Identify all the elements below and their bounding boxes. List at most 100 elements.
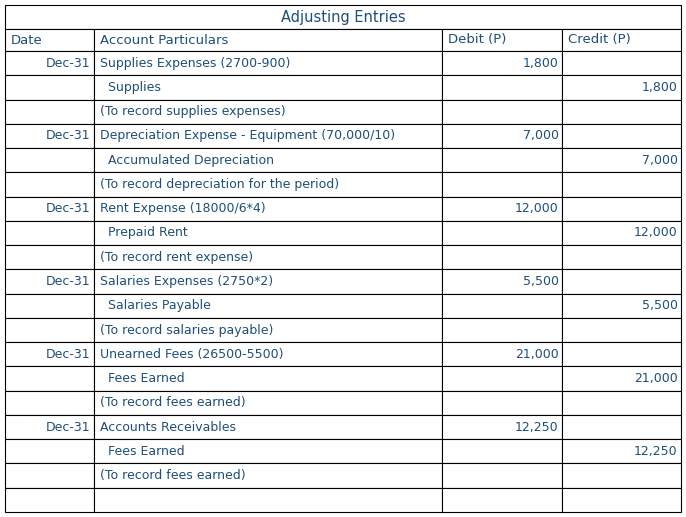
Bar (5, 124, 94, 148)
Text: (To record fees earned): (To record fees earned) (99, 397, 246, 409)
Bar (442, 415, 562, 439)
Bar (562, 51, 681, 75)
Bar (562, 29, 681, 51)
Bar (562, 245, 681, 269)
Bar (442, 51, 562, 75)
Bar (5, 29, 94, 51)
Bar (442, 196, 562, 221)
Text: 21,000: 21,000 (634, 372, 678, 385)
Text: Depreciation Expense - Equipment (70,000/10): Depreciation Expense - Equipment (70,000… (99, 129, 395, 142)
Text: 12,250: 12,250 (634, 445, 678, 458)
Bar (94, 342, 442, 367)
Bar (442, 439, 562, 463)
Bar (94, 148, 442, 172)
Bar (562, 415, 681, 439)
Bar (94, 196, 442, 221)
Bar (442, 148, 562, 172)
Bar (442, 100, 562, 124)
Bar (442, 318, 562, 342)
Text: Account Particulars: Account Particulars (99, 34, 228, 47)
Bar (94, 269, 442, 294)
Bar (94, 75, 442, 100)
Text: (To record depreciation for the period): (To record depreciation for the period) (99, 178, 339, 191)
Text: Dec-31: Dec-31 (46, 348, 91, 361)
Bar (94, 124, 442, 148)
Text: Supplies: Supplies (99, 81, 161, 94)
Bar (94, 51, 442, 75)
Bar (5, 463, 94, 488)
Text: Rent Expense (18000/6*4): Rent Expense (18000/6*4) (99, 202, 265, 215)
Bar (562, 439, 681, 463)
Bar (5, 318, 94, 342)
Bar (562, 196, 681, 221)
Bar (562, 221, 681, 245)
Text: (To record fees earned): (To record fees earned) (99, 469, 246, 482)
Text: 1,800: 1,800 (641, 81, 678, 94)
Bar (442, 29, 562, 51)
Bar (5, 148, 94, 172)
Text: Fees Earned: Fees Earned (99, 372, 185, 385)
Bar (5, 439, 94, 463)
Bar (562, 294, 681, 318)
Bar (562, 463, 681, 488)
Text: Adjusting Entries: Adjusting Entries (281, 9, 405, 24)
Bar (5, 294, 94, 318)
Bar (442, 463, 562, 488)
Text: 5,500: 5,500 (641, 299, 678, 312)
Text: (To record supplies expenses): (To record supplies expenses) (99, 105, 285, 118)
Bar (562, 391, 681, 415)
Bar (442, 75, 562, 100)
Bar (442, 245, 562, 269)
Bar (562, 367, 681, 391)
Text: Debit (P): Debit (P) (448, 34, 506, 47)
Text: 12,250: 12,250 (515, 420, 558, 434)
Bar (562, 269, 681, 294)
Text: Accumulated Depreciation: Accumulated Depreciation (99, 154, 274, 166)
Bar (5, 269, 94, 294)
Text: Supplies Expenses (2700-900): Supplies Expenses (2700-900) (99, 57, 290, 70)
Bar (94, 100, 442, 124)
Bar (94, 318, 442, 342)
Bar (442, 221, 562, 245)
Bar (5, 367, 94, 391)
Text: 21,000: 21,000 (515, 348, 558, 361)
Bar (562, 318, 681, 342)
Bar (562, 100, 681, 124)
Text: Dec-31: Dec-31 (46, 57, 91, 70)
Bar (94, 439, 442, 463)
Bar (5, 196, 94, 221)
Bar (442, 269, 562, 294)
Text: 5,500: 5,500 (523, 275, 558, 288)
Text: 12,000: 12,000 (515, 202, 558, 215)
Text: Fees Earned: Fees Earned (99, 445, 185, 458)
Text: 7,000: 7,000 (641, 154, 678, 166)
Text: Dec-31: Dec-31 (46, 275, 91, 288)
Text: 12,000: 12,000 (634, 226, 678, 239)
Bar (5, 488, 94, 512)
Bar (5, 342, 94, 367)
Bar (442, 172, 562, 196)
Bar (562, 75, 681, 100)
Bar (562, 488, 681, 512)
Bar (5, 100, 94, 124)
Bar (94, 367, 442, 391)
Text: (To record salaries payable): (To record salaries payable) (99, 324, 273, 337)
Bar (442, 294, 562, 318)
Bar (442, 367, 562, 391)
Text: Salaries Payable: Salaries Payable (99, 299, 211, 312)
Bar (442, 124, 562, 148)
Bar (94, 391, 442, 415)
Bar (5, 415, 94, 439)
Text: 1,800: 1,800 (523, 57, 558, 70)
Bar (94, 29, 442, 51)
Bar (5, 245, 94, 269)
Bar (94, 172, 442, 196)
Text: Dec-31: Dec-31 (46, 202, 91, 215)
Bar (94, 415, 442, 439)
Bar (5, 51, 94, 75)
Bar (94, 488, 442, 512)
Bar (5, 5, 681, 29)
Bar (94, 245, 442, 269)
Bar (94, 463, 442, 488)
Text: Prepaid Rent: Prepaid Rent (99, 226, 187, 239)
